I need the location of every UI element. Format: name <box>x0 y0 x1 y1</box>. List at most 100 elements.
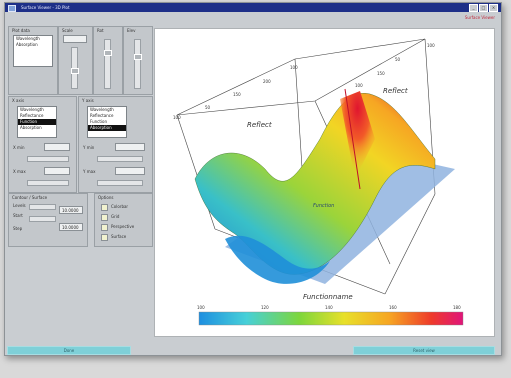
scale-slider[interactable] <box>71 47 79 89</box>
list-item[interactable]: Wavelength <box>90 107 114 112</box>
window-title: Surface Viewer - 3D Plot <box>21 5 70 10</box>
reset-view-button[interactable]: Reset view <box>353 346 495 355</box>
levels-label: Levels <box>13 203 26 208</box>
contour-panel: Contour / Surface Levels Start Step 10.0… <box>8 193 88 247</box>
list-item[interactable]: Reflectance <box>90 113 114 118</box>
axis-bottom-label: Functionname <box>303 293 353 301</box>
grid-checkbox[interactable] <box>101 214 108 221</box>
step-field[interactable]: 10.0000 <box>59 223 83 231</box>
x-min-field[interactable] <box>44 143 70 151</box>
peak-marker <box>344 88 361 190</box>
x-max-slider[interactable] <box>27 180 69 186</box>
start-slider[interactable] <box>29 216 56 222</box>
y-axis-caption: Y axis <box>82 98 94 103</box>
x-min-label: X min <box>13 145 25 150</box>
tick-label: 200 <box>263 79 271 84</box>
elevation-slider[interactable] <box>134 39 142 89</box>
rotation-slider-thumb[interactable] <box>104 50 112 56</box>
scale-slider-panel: Scale <box>58 26 93 95</box>
list-item[interactable]: Absorption <box>16 42 38 47</box>
surface-plot[interactable]: Reflect Reflect Function Functionname 10… <box>155 29 494 336</box>
plot-title-top: Reflect <box>383 87 408 95</box>
rotation-slider[interactable] <box>104 39 112 89</box>
surface-valley <box>225 235 330 284</box>
scale-slider-thumb[interactable] <box>71 68 79 74</box>
x-min-slider[interactable] <box>27 156 69 162</box>
levels-field[interactable]: 10.0000 <box>59 206 83 214</box>
x-max-field[interactable] <box>44 167 70 175</box>
options-caption: Options <box>98 195 114 200</box>
list-item[interactable]: Function <box>90 119 108 124</box>
top-tick-labels: 100 50 150 200 100 <box>173 65 298 120</box>
tick-label: 50 <box>205 105 211 110</box>
list-item-selected[interactable]: Absorption <box>88 125 126 131</box>
colorbar-checkbox[interactable] <box>101 204 108 211</box>
y-axis-list[interactable]: Wavelength Reflectance Function Absorpti… <box>87 106 127 138</box>
contour-caption: Contour / Surface <box>12 195 48 200</box>
tick-label: 100 <box>355 83 363 88</box>
y-min-field[interactable] <box>115 143 145 151</box>
start-label: Start <box>13 213 23 218</box>
scale-caption: Scale <box>62 28 73 33</box>
y-min-slider[interactable] <box>97 156 143 162</box>
step-label: Step <box>13 226 23 231</box>
close-button[interactable]: × <box>489 4 498 12</box>
elevation-slider-panel: Elev <box>123 26 153 95</box>
plot-data-panel: Plot data Wavelength Absorption <box>8 26 58 95</box>
elevation-caption: Elev <box>127 28 136 33</box>
scale-field[interactable] <box>63 35 87 43</box>
rotation-caption: Rot <box>97 28 104 33</box>
tick-label: 50 <box>395 57 401 62</box>
colorbar-tick: 160 <box>389 305 397 310</box>
tick-label: 100 <box>290 65 298 70</box>
menu-label[interactable]: Surface Viewer <box>464 15 495 20</box>
list-item-selected[interactable]: Function <box>18 119 56 125</box>
window-controls: _ □ × <box>469 4 498 12</box>
x-axis-caption: X axis <box>12 98 25 103</box>
list-item[interactable]: Absorption <box>20 125 42 130</box>
rotation-slider-panel: Rot <box>93 26 123 95</box>
colorbar-tick: 120 <box>261 305 269 310</box>
plot-data-caption: Plot data <box>12 28 30 33</box>
y-axis-panel: Y axis Wavelength Reflectance Function A… <box>78 96 153 193</box>
perspective-label: Perspective <box>111 224 135 229</box>
grid-label: Grid <box>111 214 120 219</box>
x-max-label: X max <box>13 169 26 174</box>
done-button[interactable]: Done <box>7 346 131 355</box>
app-icon <box>8 5 16 12</box>
x-axis-panel: X axis Wavelength Reflectance Function A… <box>8 96 77 193</box>
perspective-checkbox[interactable] <box>101 224 108 231</box>
plane-label: Function <box>313 203 334 209</box>
title-bar[interactable]: Surface Viewer - 3D Plot _ □ × <box>5 3 501 12</box>
list-item[interactable]: Wavelength <box>16 36 40 41</box>
surface-checkbox[interactable] <box>101 234 108 241</box>
status-bar: Done Reset view <box>5 344 501 355</box>
colorbar-tick: 100 <box>197 305 205 310</box>
plot-data-list[interactable]: Wavelength Absorption <box>13 35 53 67</box>
colorbar-tick: 180 <box>453 305 461 310</box>
right-tick-labels: 100 50 150 100 <box>355 43 435 88</box>
list-item[interactable]: Reflectance <box>20 113 44 118</box>
surface-label: Surface <box>111 234 127 239</box>
colorbar-label: Colorbar <box>111 204 129 209</box>
tick-label: 100 <box>427 43 435 48</box>
minimize-button[interactable]: _ <box>469 4 478 12</box>
y-max-slider[interactable] <box>97 180 143 186</box>
tick-label: 150 <box>233 92 241 97</box>
tick-label: 100 <box>173 115 181 120</box>
colorbar-tick: 140 <box>325 305 333 310</box>
y-max-label: Y max <box>83 169 96 174</box>
tick-label: 150 <box>377 71 385 76</box>
levels-slider[interactable] <box>29 204 56 210</box>
elevation-slider-thumb[interactable] <box>134 54 142 60</box>
maximize-button[interactable]: □ <box>479 4 488 12</box>
colorbar-tick-labels: 100 120 140 160 180 <box>197 305 461 310</box>
list-item[interactable]: Wavelength <box>20 107 44 112</box>
main-window: Surface Viewer - 3D Plot _ □ × Surface V… <box>4 2 502 356</box>
plot-area[interactable]: Reflect Reflect Function Functionname 10… <box>154 28 495 337</box>
x-axis-list[interactable]: Wavelength Reflectance Function Absorpti… <box>17 106 57 138</box>
y-max-field[interactable] <box>115 167 145 175</box>
plot-title-left: Reflect <box>247 121 272 129</box>
options-panel: Options Colorbar Grid Perspective Surfac… <box>94 193 153 247</box>
y-min-label: Y min <box>83 145 95 150</box>
